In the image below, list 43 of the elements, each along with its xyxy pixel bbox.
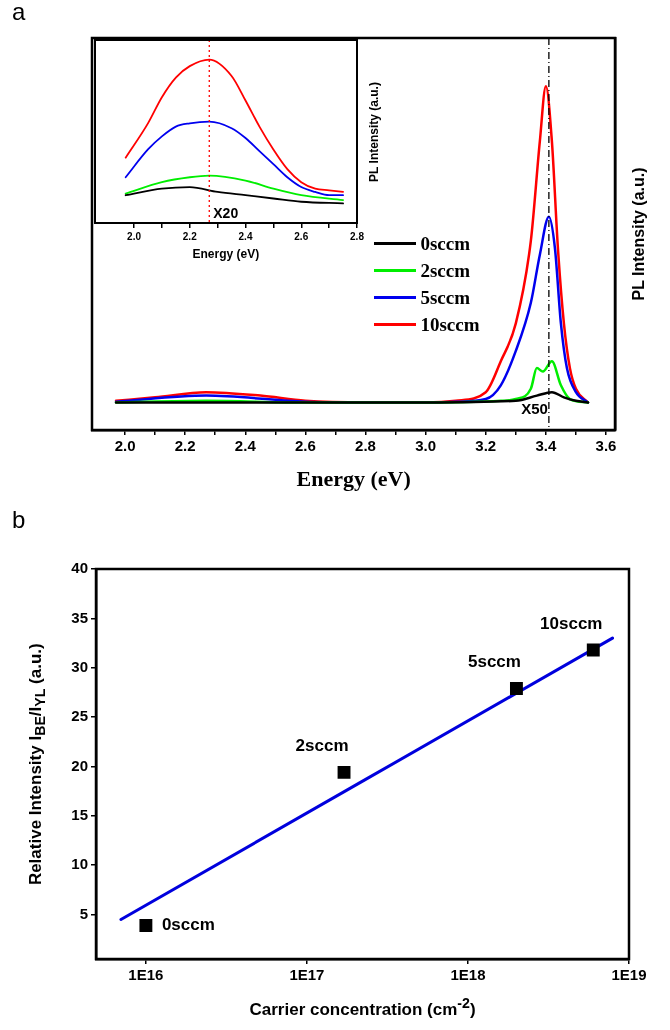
annotation: 0sccm (161, 915, 215, 935)
x-tick-label: 2.8 (355, 437, 376, 455)
x-tick-label: 2.6 (294, 230, 309, 242)
x-tick-label: 2.2 (174, 437, 196, 455)
legend-label: 0sccm (420, 232, 470, 255)
y-tick-label: 10 (71, 855, 88, 873)
legend-label: 5sccm (420, 286, 470, 309)
legend-label: 10sccm (420, 313, 480, 336)
x-tick-label: 1E18 (450, 966, 486, 984)
x-tick-label: 1E19 (611, 966, 647, 984)
x-tick-label: 2.6 (294, 437, 316, 455)
y-tick-label: 15 (71, 805, 88, 823)
annotation: X50 (521, 400, 548, 418)
x-tick-label: 2.0 (114, 437, 136, 455)
x-tick-label: 3.2 (475, 437, 497, 455)
x-axis-title: Energy (eV) (192, 247, 260, 261)
annotation: 5sccm (467, 652, 521, 672)
y-tick-label: 30 (71, 657, 88, 675)
x-tick-label: 3.4 (535, 437, 557, 455)
x-tick-label: 2.4 (234, 437, 257, 455)
annotation: X20 (213, 204, 239, 221)
y-axis-title: PL Intensity (a.u.) (629, 167, 648, 301)
y-axis-title: PL Intensity (a.u.) (366, 81, 381, 182)
x-tick-label: 1E16 (128, 966, 164, 984)
chart-title: a (12, 0, 26, 26)
y-tick-label: 20 (71, 756, 88, 774)
chart-title: b (12, 506, 26, 534)
x-tick-label: 1E17 (289, 966, 325, 984)
legend-label: 2sccm (420, 259, 470, 282)
x-tick-label: 3.0 (415, 437, 437, 455)
x-tick-label: 2.4 (238, 230, 253, 242)
y-tick-label: 5 (79, 904, 88, 922)
x-axis-title: Carrier concentration (cm$^{-2}$) (249, 995, 476, 1020)
x-tick-label: 2.0 (127, 230, 142, 242)
y-tick-label: 35 (71, 608, 88, 626)
x-tick-label: 2.2 (182, 230, 198, 242)
annotation: 2sccm (295, 736, 349, 756)
y-tick-label: 25 (71, 707, 88, 725)
y-tick-label: 40 (71, 559, 88, 577)
x-axis-title: Energy (eV) (296, 466, 411, 492)
annotation: 10sccm (540, 613, 603, 633)
x-tick-label: 3.6 (595, 437, 617, 455)
x-tick-label: 2.8 (350, 230, 365, 242)
